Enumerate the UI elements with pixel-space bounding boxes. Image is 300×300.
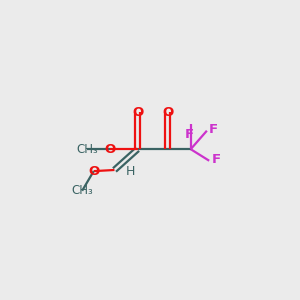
Text: O: O [104,143,116,156]
Text: H: H [126,165,135,178]
Text: F: F [209,123,218,136]
Text: CH₃: CH₃ [76,143,98,156]
Text: O: O [88,165,99,178]
Text: O: O [132,106,143,119]
Text: F: F [212,153,221,166]
Text: F: F [185,128,194,141]
Text: O: O [162,106,173,119]
Text: CH₃: CH₃ [71,184,93,197]
